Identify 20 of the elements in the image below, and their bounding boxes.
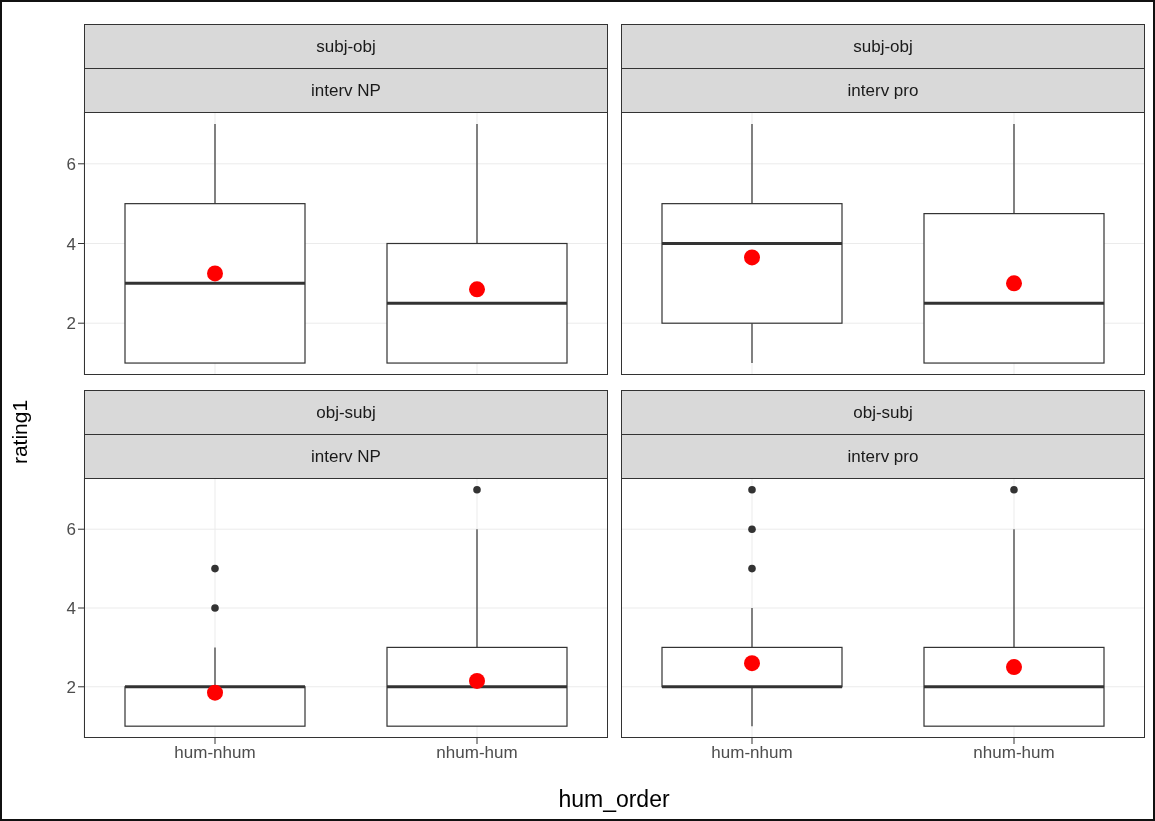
chart-subtitle: interv pro (621, 434, 1145, 478)
x-tick-label: hum-nhum (174, 743, 256, 763)
x-tick-label: nhum-hum (436, 743, 518, 763)
chart-subtitle: interv NP (84, 68, 608, 112)
chart-title: subj-obj (84, 24, 608, 68)
y-axis-title: rating1 (8, 399, 32, 465)
y-tick-label: 4 (66, 599, 76, 619)
y-tick-label: 2 (66, 314, 76, 334)
x-axis-title: hum_order (558, 785, 670, 813)
y-tick-label: 6 (66, 154, 76, 174)
x-tick-label: hum-nhum (711, 743, 793, 763)
chart-subtitle: interv NP (84, 434, 608, 478)
chart-title: subj-obj (621, 24, 1145, 68)
chart-title: obj-subj (84, 390, 608, 434)
chart-subtitle: interv pro (621, 68, 1145, 112)
y-tick-label: 2 (66, 677, 76, 697)
y-tick-label: 6 (66, 520, 76, 540)
x-tick-label: nhum-hum (973, 743, 1055, 763)
y-tick-label: 4 (66, 234, 76, 254)
chart-title: obj-subj (621, 390, 1145, 434)
